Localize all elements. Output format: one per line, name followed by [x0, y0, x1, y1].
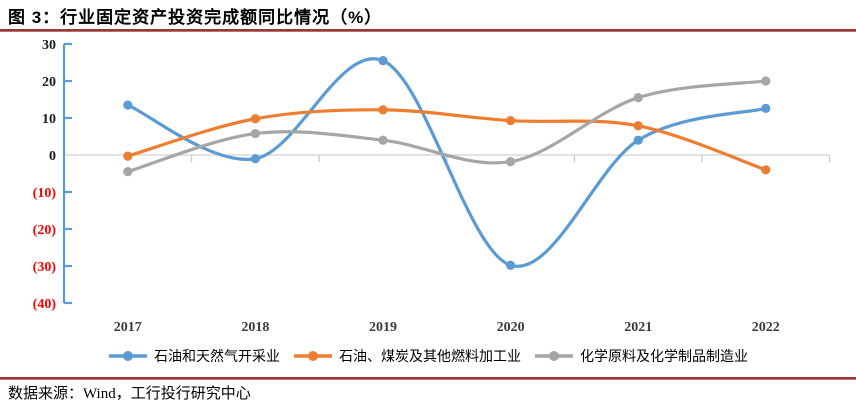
- legend-item: 化学原料及化学制品制造业: [534, 346, 748, 366]
- series-line: [126, 79, 768, 174]
- data-point: [250, 114, 260, 124]
- line-chart: 30 20 10 0 (10) (20) (30) (40) 2017 2018 2019 2020 2…: [0, 36, 856, 340]
- data-point: [633, 121, 643, 131]
- y-tick-label: (40): [33, 297, 57, 312]
- data-point: [123, 167, 133, 177]
- legend-label: 化学原料及化学制品制造业: [580, 348, 748, 364]
- title-divider-rule: [0, 29, 856, 32]
- footer-divider-rule: [0, 377, 856, 380]
- data-point: [378, 56, 388, 66]
- data-point: [761, 165, 771, 175]
- y-tick-label: 10: [42, 112, 56, 127]
- data-point: [506, 157, 516, 167]
- data-point: [633, 93, 643, 103]
- y-tick-label: (10): [33, 186, 57, 201]
- x-tick-label: 2019: [369, 320, 397, 335]
- data-point: [761, 103, 771, 113]
- data-point: [378, 105, 388, 115]
- y-tick-label: (30): [33, 260, 57, 275]
- legend-line-marker-icon: [294, 351, 332, 361]
- data-point: [250, 154, 260, 164]
- legend-label: 石油和天然气开采业: [154, 348, 280, 364]
- x-tick-label: 2018: [241, 320, 269, 335]
- data-point: [123, 100, 133, 110]
- data-point: [506, 115, 516, 126]
- data-point: [633, 135, 643, 145]
- legend-item: 石油和天然气开采业: [108, 346, 280, 366]
- legend-line-marker-icon: [109, 351, 147, 361]
- chart-legend: 石油和天然气开采业 石油、煤炭及其他燃料加工业 化学原料及化学制品制造业: [0, 344, 856, 368]
- y-tick-label: 30: [42, 38, 56, 53]
- legend-item: 石油、煤炭及其他燃料加工业: [293, 346, 521, 366]
- data-point: [123, 151, 133, 161]
- data-point: [506, 260, 516, 270]
- series-line: [126, 108, 768, 172]
- x-tick-label: 2022: [752, 320, 780, 335]
- y-tick-label: 0: [49, 149, 56, 164]
- y-tick-label: 20: [42, 75, 56, 90]
- chart-canvas: 30 20 10 0 (10) (20) (30) (40) 2017 2018 2019 2020 2…: [33, 38, 831, 335]
- data-point: [250, 128, 260, 139]
- x-tick-label: 2021: [624, 320, 652, 335]
- y-tick-label: (20): [33, 223, 57, 238]
- data-source-note: 数据来源：Wind，工行投行研究中心: [8, 386, 251, 402]
- x-tick-label: 2017: [114, 320, 142, 335]
- x-tick-label: 2020: [497, 320, 525, 335]
- figure-title: 图 3：行业固定资产投资完成额同比情况（%）: [8, 8, 383, 27]
- data-point: [378, 135, 388, 145]
- legend-line-marker-icon: [535, 351, 573, 361]
- legend-label: 石油、煤炭及其他燃料加工业: [339, 348, 521, 364]
- data-point: [761, 76, 771, 86]
